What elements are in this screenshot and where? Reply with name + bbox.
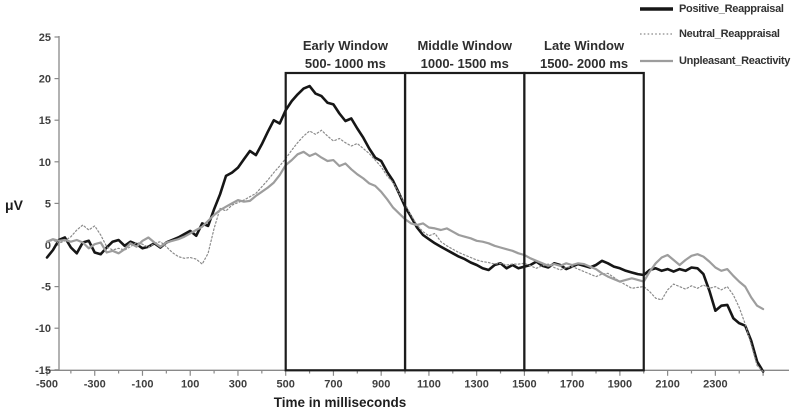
x-tick-label: 1700 — [560, 379, 584, 391]
x-tick-label: 700 — [324, 379, 342, 391]
x-tick-label: 300 — [229, 379, 247, 391]
x-tick-label: 2100 — [655, 379, 679, 391]
y-tick-label: -10 — [35, 323, 51, 335]
legend-label: Unpleasant_Reactivity — [679, 55, 791, 67]
x-tick-label: 1300 — [464, 379, 488, 391]
x-axis-title: Time in milliseconds — [273, 395, 407, 410]
legend-item: Unpleasant_Reactivity — [640, 54, 790, 68]
x-tick-label: 100 — [181, 379, 199, 391]
x-tick-label: -300 — [84, 379, 106, 391]
window-range-middle-window: 1000- 1500 ms — [421, 56, 509, 71]
window-label-early-window: Early Window — [303, 38, 389, 53]
x-tick-label: 1900 — [608, 379, 632, 391]
x-tick-label: 2300 — [703, 379, 727, 391]
window-box-late-window — [523, 71, 645, 372]
window-range-early-window: 500- 1000 ms — [305, 56, 386, 71]
legend-label: Neutral_Reappraisal — [679, 28, 780, 40]
legend-item: Positive_Reappraisal — [640, 2, 784, 16]
legend-line-icon — [640, 33, 673, 35]
window-range-late-window: 1500- 2000 ms — [540, 56, 628, 71]
legend-item: Neutral_Reappraisal — [640, 27, 780, 41]
legend-line-icon — [640, 7, 673, 11]
y-tick-label: 5 — [45, 198, 51, 210]
window-box-middle-window — [403, 71, 526, 372]
legend-label: Positive_Reappraisal — [679, 3, 784, 15]
window-box-early-window — [284, 71, 407, 372]
window-label-late-window: Late Window — [544, 38, 625, 53]
y-axis-title: μV — [5, 197, 23, 213]
window-label-middle-window: Middle Window — [417, 38, 512, 53]
y-tick-label: 0 — [45, 240, 51, 252]
y-tick-label: 15 — [39, 115, 51, 127]
x-tick-label: 1100 — [417, 379, 441, 391]
legend-line-icon — [640, 59, 673, 63]
y-tick-label: 10 — [39, 157, 51, 169]
y-tick-label: -15 — [35, 365, 51, 377]
x-tick-label: 500 — [277, 379, 295, 391]
x-tick-label: 1500 — [512, 379, 536, 391]
y-tick-label: -5 — [41, 282, 51, 294]
y-tick-label: 20 — [39, 74, 51, 86]
x-tick-label: -100 — [131, 379, 153, 391]
y-tick-label: 25 — [39, 32, 51, 44]
legend: Positive_Reappraisal Neutral_Reappraisal… — [640, 0, 800, 75]
x-tick-label: -500 — [36, 379, 58, 391]
x-tick-label: 900 — [372, 379, 390, 391]
